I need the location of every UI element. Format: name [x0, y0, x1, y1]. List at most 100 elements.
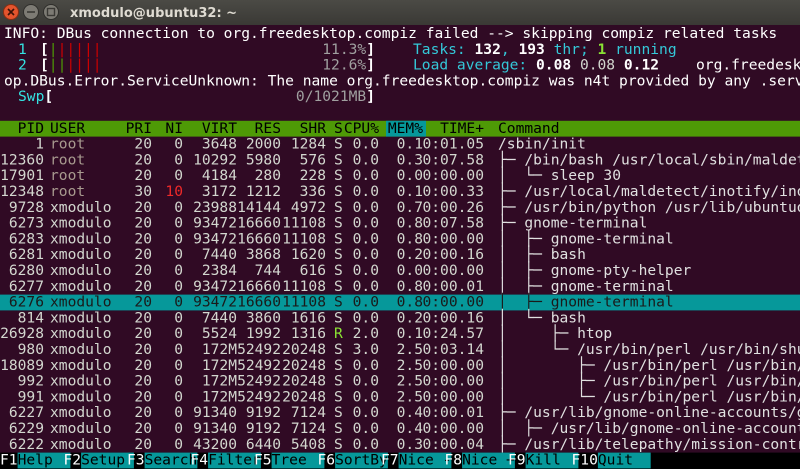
process-cell: │ └─ /usr/bin/perl /usr/bin/shu	[498, 387, 800, 405]
process-cell: S	[334, 404, 343, 421]
process-cell: │ ├─ gnome-pty-helper	[498, 261, 692, 279]
process-cell: 20	[134, 215, 152, 232]
process-cell: 0:00.00	[422, 230, 484, 247]
process-cell: 0.0	[353, 215, 379, 232]
process-cell: 20	[134, 167, 152, 184]
process-cell: 3860	[246, 309, 281, 326]
function-key-name: F10	[572, 452, 598, 469]
process-cell: 576	[300, 151, 326, 168]
process-cell: 0.0	[353, 294, 379, 311]
process-cell: S	[334, 436, 343, 453]
process-cell: 5408	[291, 436, 326, 453]
process-cell: 0:01.05	[422, 136, 484, 153]
text-run: Load average:	[413, 57, 536, 74]
process-cell: 20	[134, 436, 152, 453]
text-run: [	[40, 41, 49, 58]
function-key[interactable]: F5 Tree	[254, 452, 325, 469]
function-key[interactable]: F9 Kill	[508, 452, 579, 469]
process-cell: 172M	[202, 357, 237, 374]
process-cell: 0.0	[353, 136, 379, 153]
function-key-label: Filter	[208, 452, 261, 469]
process-cell: 43200	[193, 436, 237, 453]
function-key-name: F7	[381, 452, 399, 469]
process-cell: 2.5	[397, 341, 423, 358]
close-button[interactable]	[3, 4, 19, 20]
text-run: 0.08	[536, 57, 580, 74]
column-header: S	[334, 120, 343, 137]
process-cell: 0.0	[353, 436, 379, 453]
function-key[interactable]: F6 SortBy	[318, 452, 389, 469]
process-cell: │ ├─ gnome-terminal	[498, 277, 674, 295]
process-cell: 0.8	[397, 294, 423, 311]
process-cell: ├─ /usr/lib/gnome-online-accounts/goa-	[498, 403, 800, 421]
process-cell: xmodulo	[50, 373, 112, 390]
process-cell: 11108	[282, 215, 326, 232]
process-cell: 16660	[237, 215, 281, 232]
process-cell: 0	[174, 294, 183, 311]
meter-text: Swp[	[18, 88, 53, 105]
function-key[interactable]: F10 Quit	[572, 452, 651, 469]
process-cell: 0.0	[353, 230, 379, 247]
process-cell: S	[334, 215, 343, 232]
process-cell: 0	[174, 262, 183, 279]
column-header: MEM%	[388, 120, 423, 137]
process-cell: root	[50, 151, 85, 168]
function-key[interactable]: F7 Nice -	[381, 452, 452, 469]
function-key[interactable]: F4 Filter	[191, 452, 262, 469]
process-cell: 980	[18, 341, 44, 358]
minimize-button[interactable]	[23, 4, 39, 20]
function-key-label-bg	[208, 452, 261, 469]
process-cell: 20	[134, 246, 152, 263]
process-cell: 0.0	[353, 309, 379, 326]
process-cell: 0:00.16	[422, 246, 484, 263]
meter-text: op.DBus.Error.ServiceUnknown: The name o…	[4, 72, 800, 89]
function-key[interactable]: F8 Nice +	[445, 452, 516, 469]
process-cell: 0.2	[397, 309, 423, 326]
process-cell: 0:00.00	[422, 262, 484, 279]
process-cell: xmodulo	[50, 341, 112, 358]
process-cell: 20	[134, 309, 152, 326]
function-key[interactable]: F3 Search	[127, 452, 198, 469]
process-cell: 0.4	[397, 404, 424, 421]
process-cell: 10	[165, 183, 183, 200]
process-cell: │ └─ /usr/bin/perl /usr/bin/shutte	[498, 340, 800, 358]
process-cell: 172M	[202, 388, 237, 405]
meter-text: 12.6%]	[322, 57, 375, 74]
process-cell: 14144	[237, 199, 281, 216]
text-run: ,	[501, 41, 519, 58]
process-cell: 6276	[9, 294, 44, 311]
process-cell: 0.8	[397, 215, 423, 232]
process-cell: xmodulo	[50, 436, 112, 453]
process-cell: xmodulo	[50, 278, 112, 295]
process-cell: S	[334, 151, 343, 168]
process-cell: S	[334, 341, 343, 358]
process-cell: 0.1	[397, 325, 423, 342]
process-cell: 0	[174, 278, 183, 295]
process-cell: ├─ /usr/lib/telepathy/mission-control-	[498, 435, 800, 453]
process-cell: root	[50, 167, 85, 184]
process-cell: xmodulo	[50, 215, 112, 232]
process-cell: 744	[255, 262, 282, 279]
process-cell: 3648	[202, 136, 237, 153]
process-cell: 1212	[246, 183, 281, 200]
process-cell: ├─ /bin/bash /usr/local/sbin/maldet -m	[498, 150, 800, 168]
column-header: VIRT	[202, 120, 237, 137]
process-cell: S	[334, 246, 343, 263]
process-cell: 0:00.00	[422, 167, 484, 184]
function-key[interactable]: F2 Setup	[64, 452, 134, 469]
process-cell: 93472	[193, 294, 237, 311]
process-cell: xmodulo	[50, 246, 112, 263]
process-cell: 0:00.33	[422, 183, 484, 200]
meter-text: 0/1021MB]	[296, 88, 375, 105]
function-key-label-bg	[597, 452, 651, 469]
text-run: INFO: DBus connection to org.freedesktop…	[4, 25, 777, 42]
process-cell: S	[334, 167, 343, 184]
function-key[interactable]: F1 Help	[0, 452, 71, 469]
process-cell: 12360	[0, 151, 44, 168]
process-cell: 6273	[9, 215, 44, 232]
process-cell: 10292	[193, 151, 237, 168]
maximize-button[interactable]	[43, 4, 59, 20]
process-cell: 4184	[202, 167, 237, 184]
process-cell: 0	[174, 404, 183, 421]
